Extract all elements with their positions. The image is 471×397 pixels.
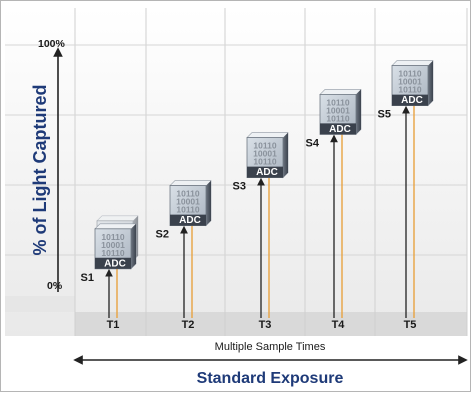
chip-bits-row: 10110 [101, 248, 124, 258]
chip-adc-label: ADC [104, 258, 126, 269]
chip-bits-row: 10110 [253, 141, 276, 151]
chip-bits-row: 10110 [101, 232, 124, 242]
chip-adc-label: ADC [179, 215, 201, 226]
chip-bits-row: 10001 [253, 149, 277, 159]
chip-bits-row: 10110 [326, 97, 349, 107]
chip-bits-row: 10110 [253, 157, 276, 167]
chip-bits-row: 10110 [176, 189, 199, 199]
chip-side [356, 89, 361, 135]
chip-adc-label: ADC [256, 167, 278, 178]
chip-side [428, 60, 433, 106]
chip-side [131, 223, 136, 269]
time-labels: T1 T2 T3 T4 T5 [107, 319, 417, 331]
chip-bits-row: 10110 [398, 69, 421, 79]
time-label: T4 [332, 319, 346, 331]
y-axis-top-label: 100% [38, 38, 66, 50]
chip-side [206, 180, 211, 226]
sample-label: S4 [306, 137, 320, 149]
time-band [75, 312, 467, 336]
y-axis-title: % of Light Captured [30, 85, 50, 256]
time-label: T1 [107, 319, 120, 331]
sample-1: 101101000110110ADC101101000110110ADCS1 [81, 215, 139, 318]
time-label: T3 [259, 319, 272, 331]
time-label: T5 [404, 319, 417, 331]
chip-bits-row: 10001 [398, 77, 422, 87]
sample-label: S3 [233, 181, 246, 193]
sample-label: S1 [81, 272, 94, 284]
plot-background [5, 8, 467, 336]
x-main-label: Standard Exposure [197, 370, 344, 387]
x-sub-label: Multiple Sample Times [215, 341, 326, 353]
chip-bits-row: 10110 [326, 113, 349, 123]
left-lower-band [5, 296, 75, 312]
chip-bits-row: 10001 [326, 105, 350, 115]
chip-side [283, 132, 288, 178]
chip-bits-row: 10110 [176, 205, 199, 215]
samples: 101101000110110ADC101101000110110ADCS110… [81, 60, 434, 318]
sample-label: S5 [378, 109, 391, 121]
chip-adc-band [170, 214, 206, 226]
chip-adc-band [392, 94, 428, 106]
chip-adc-band [247, 166, 283, 178]
chip-adc-label: ADC [329, 124, 351, 135]
time-label: T2 [182, 319, 195, 331]
chip-bits-row: 10110 [398, 85, 421, 95]
chip-adc-label: ADC [401, 95, 423, 106]
chip-bits-row: 10001 [176, 197, 200, 207]
y-axis-bottom-label: 0% [47, 280, 63, 292]
sample-label: S2 [156, 229, 169, 241]
grid [5, 8, 468, 336]
chip-bits-row: 10001 [101, 240, 125, 250]
chip-adc-band [95, 257, 131, 269]
chip-adc-band [320, 123, 356, 135]
